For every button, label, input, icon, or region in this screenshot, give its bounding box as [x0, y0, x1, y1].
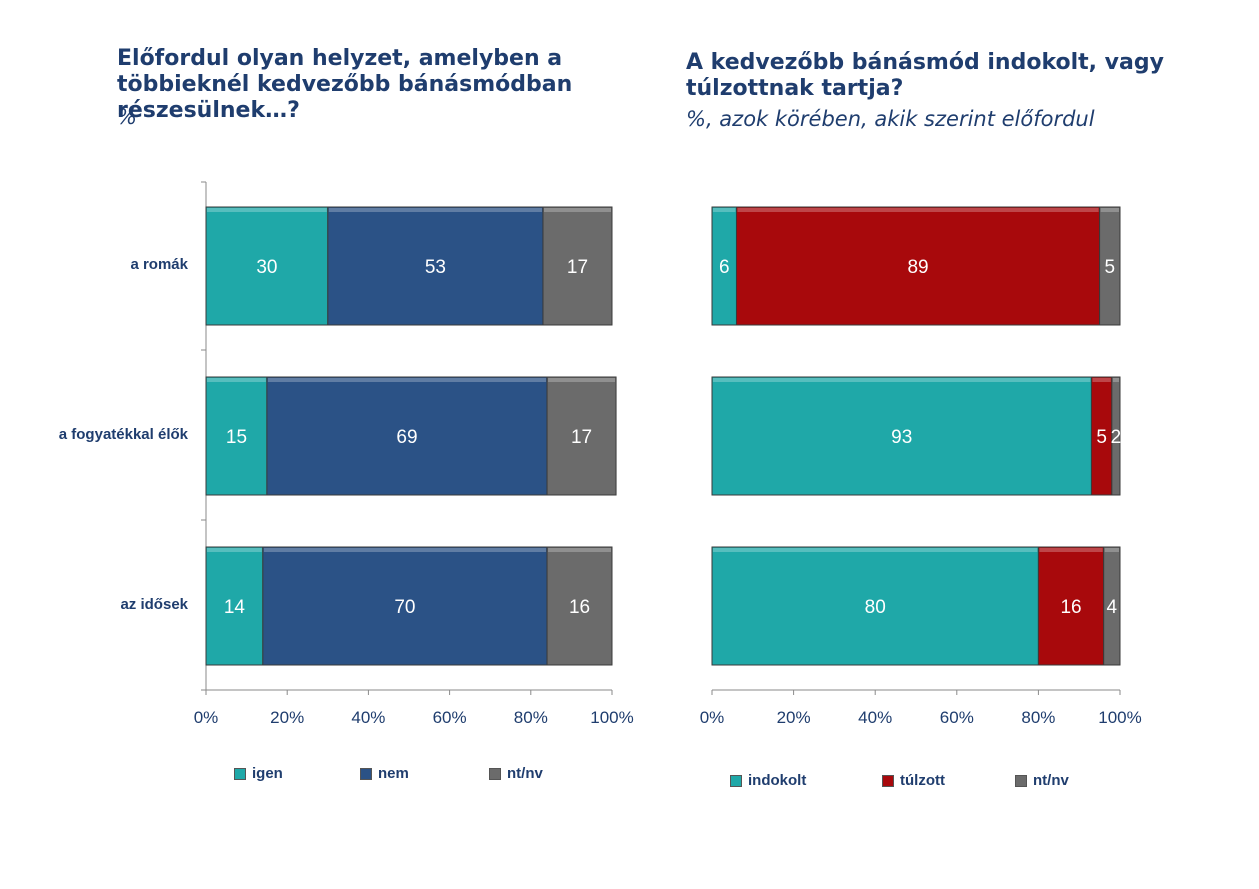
x-tick-label: 40%	[351, 708, 385, 727]
data-label: 53	[425, 257, 446, 278]
legend-item: túlzott	[882, 772, 945, 789]
bar-highlight	[548, 378, 616, 382]
data-label: 30	[256, 257, 277, 278]
legend-label: túlzott	[900, 772, 945, 789]
bar-highlight	[737, 208, 1099, 212]
data-label: 5	[1105, 257, 1116, 278]
data-label: 93	[891, 427, 912, 448]
bar-highlight	[713, 548, 1038, 552]
data-label: 80	[865, 597, 886, 618]
legend-label: indokolt	[748, 772, 807, 789]
bar-highlight	[713, 378, 1091, 382]
bar-highlight	[1104, 548, 1119, 552]
bar-highlight	[263, 548, 547, 552]
bar-highlight	[1092, 378, 1111, 382]
bar-highlight	[543, 208, 611, 212]
legend-swatch	[360, 767, 372, 780]
bar-segment	[542, 206, 613, 326]
bar-segment	[711, 376, 1092, 496]
x-tick-label: 0%	[700, 708, 725, 727]
x-tick-label: 60%	[433, 708, 467, 727]
data-label: 2	[1111, 427, 1122, 448]
bar-highlight	[1112, 378, 1119, 382]
bar-segment	[262, 546, 548, 666]
data-label: 4	[1107, 597, 1118, 618]
bar-segment	[205, 206, 329, 326]
x-tick-label: 20%	[777, 708, 811, 727]
category-label: a romák	[130, 256, 188, 273]
legend-item: nt/nv	[1015, 772, 1069, 789]
bar-segment	[711, 206, 737, 326]
chart1-title: Előfordul olyan helyzet, amelyben a több…	[117, 46, 573, 123]
bar-segment	[711, 546, 1039, 666]
category-label: az idősek	[120, 596, 188, 613]
legend-swatch	[1015, 774, 1027, 787]
x-tick-label: 0%	[194, 708, 219, 727]
bar-highlight	[548, 548, 611, 552]
legend-swatch	[489, 767, 501, 780]
bar-segment	[1037, 546, 1105, 666]
data-label: 14	[224, 597, 246, 618]
data-label: 15	[226, 427, 247, 448]
data-label: 17	[567, 257, 588, 278]
legend-label: nem	[378, 765, 409, 782]
legend-item: indokolt	[730, 772, 806, 789]
legend-item: igen	[234, 765, 283, 782]
bar-segment	[1111, 376, 1121, 496]
bar-highlight	[1039, 548, 1103, 552]
x-tick-label: 100%	[590, 708, 633, 727]
legend-item: nt/nv	[489, 765, 543, 782]
legend-swatch	[882, 774, 894, 787]
bar-segment	[205, 376, 268, 496]
data-label: 89	[907, 257, 928, 278]
legend-item: nem	[360, 765, 409, 782]
bar-highlight	[207, 208, 327, 212]
bar-highlight	[1100, 208, 1119, 212]
legend-label: nt/nv	[507, 765, 543, 782]
bar-segment	[1103, 546, 1121, 666]
bar-highlight	[328, 208, 542, 212]
legend-label: igen	[252, 765, 283, 782]
bar-segment	[546, 376, 617, 496]
chart2-title: A kedvezőbb bánásmód indokolt, vagy túlz…	[686, 50, 1164, 101]
legend-swatch	[730, 774, 742, 787]
x-tick-label: 80%	[514, 708, 548, 727]
x-tick-label: 60%	[940, 708, 974, 727]
legend-label: nt/nv	[1033, 772, 1069, 789]
data-label: 69	[396, 427, 417, 448]
bar-highlight	[713, 208, 736, 212]
chart2-subtitle: %, azok körében, akik szerint előfordul	[686, 107, 1095, 131]
x-tick-label: 20%	[270, 708, 304, 727]
bar-segment	[735, 206, 1101, 326]
bar-highlight	[207, 548, 262, 552]
legend-swatch	[234, 767, 246, 780]
chart1-subtitle: %	[117, 105, 137, 129]
x-tick-label: 100%	[1098, 708, 1141, 727]
bar-highlight	[267, 378, 547, 382]
data-label: 16	[1060, 597, 1081, 618]
bar-segment	[327, 206, 544, 326]
bar-segment	[266, 376, 548, 496]
x-tick-label: 40%	[858, 708, 892, 727]
category-label: a fogyatékkal élők	[58, 426, 188, 443]
bar-segment	[546, 546, 613, 666]
data-label: 17	[571, 427, 592, 448]
data-label: 5	[1096, 427, 1107, 448]
bar-segment	[1099, 206, 1121, 326]
data-label: 70	[394, 597, 415, 618]
bar-highlight	[207, 378, 266, 382]
x-tick-label: 80%	[1021, 708, 1055, 727]
data-label: 16	[569, 597, 590, 618]
bar-segment	[205, 546, 264, 666]
data-label: 6	[719, 257, 730, 278]
